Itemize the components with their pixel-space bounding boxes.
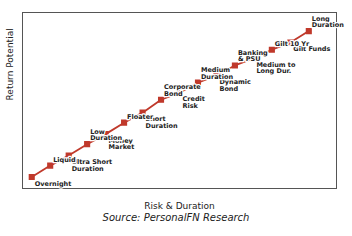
svg-text:MediumDuration: MediumDuration <box>201 66 233 81</box>
svg-text:CorporateBond: CorporateBond <box>164 83 201 98</box>
svg-text:Ultra ShortDuration: Ultra ShortDuration <box>72 158 113 173</box>
svg-text:LowDuration: LowDuration <box>90 128 122 143</box>
svg-text:Overnight: Overnight <box>35 180 72 188</box>
svg-text:CreditRisk: CreditRisk <box>183 95 205 110</box>
svg-text:Risk & Duration: Risk & Duration <box>144 201 214 211</box>
svg-text:Floater: Floater <box>127 113 154 121</box>
svg-text:Liquid: Liquid <box>53 156 76 164</box>
svg-text:Medium toLong Dur.: Medium toLong Dur. <box>256 61 296 76</box>
svg-text:Gilt 10 Yr: Gilt 10 Yr <box>275 40 310 48</box>
svg-text:Banking& PSU: Banking& PSU <box>238 49 268 64</box>
svg-text:LongDuration: LongDuration <box>312 15 344 29</box>
svg-text:Return Potential: Return Potential <box>5 28 15 100</box>
